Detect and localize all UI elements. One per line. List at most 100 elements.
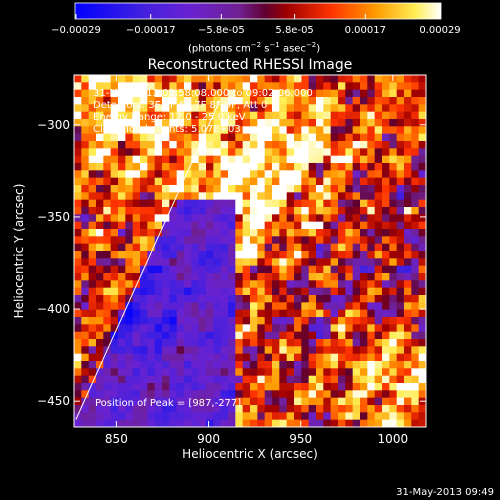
heatmap-cell xyxy=(110,185,119,193)
heatmap-cell xyxy=(294,390,302,399)
heatmap-cell xyxy=(257,141,266,149)
heatmap-cell xyxy=(286,148,295,157)
heatmap-cell xyxy=(338,390,346,399)
heatmap-cell xyxy=(110,324,119,333)
heatmap-cell xyxy=(132,375,141,384)
heatmap-cell xyxy=(352,287,361,296)
heatmap-cell xyxy=(396,214,405,223)
heatmap-cell xyxy=(264,361,273,369)
heatmap-cell xyxy=(250,192,258,201)
heatmap-cell xyxy=(404,339,412,347)
heatmap-cell xyxy=(191,75,200,83)
heatmap-cell xyxy=(382,214,390,223)
heatmap-cell xyxy=(360,119,368,127)
heatmap-cell xyxy=(110,89,119,98)
heatmap-cell xyxy=(81,97,90,105)
heatmap-cell xyxy=(206,221,214,230)
heatmap-cell xyxy=(140,199,148,208)
heatmap-cell xyxy=(308,236,317,245)
heatmap-cell xyxy=(330,126,339,135)
heatmap-cell xyxy=(206,265,214,274)
heatmap-cell xyxy=(382,317,390,325)
heatmap-cell xyxy=(272,126,280,135)
heatmap-cell xyxy=(301,419,310,427)
heatmap-cell xyxy=(308,405,317,413)
heatmap-cell xyxy=(352,199,361,208)
heatmap-cell xyxy=(103,265,112,274)
heatmap-cell xyxy=(308,75,317,83)
heatmap-cell xyxy=(360,375,368,384)
heatmap-cell xyxy=(154,265,163,274)
heatmap-cell xyxy=(352,148,361,157)
heatmap-cell xyxy=(316,243,324,252)
heatmap-cell xyxy=(162,133,170,142)
heatmap-cell xyxy=(330,111,339,120)
heatmap-cell xyxy=(81,258,90,267)
heatmap-cell xyxy=(191,185,200,193)
heatmap-cell xyxy=(103,221,112,230)
heatmap-cell xyxy=(279,265,288,274)
heatmap-cell xyxy=(198,346,207,355)
heatmap-cell xyxy=(411,346,420,355)
heatmap-cell xyxy=(162,287,170,296)
heatmap-cell xyxy=(323,324,332,333)
heatmap-cell xyxy=(330,397,339,406)
heatmap-cell xyxy=(272,163,280,171)
heatmap-cell xyxy=(191,309,200,318)
heatmap-cell xyxy=(316,214,324,223)
heatmap-cell xyxy=(103,397,112,406)
heatmap-cell xyxy=(396,273,405,281)
heatmap-cell xyxy=(360,126,368,135)
heatmap-cell xyxy=(338,331,346,340)
heatmap-cell xyxy=(396,243,405,252)
heatmap-cell xyxy=(323,412,332,421)
heatmap-cell xyxy=(396,405,405,413)
heatmap-cell xyxy=(140,97,148,105)
heatmap-cell xyxy=(88,126,97,135)
heatmap-cell xyxy=(162,317,170,325)
heatmap-cell xyxy=(308,89,317,98)
heatmap-cell xyxy=(367,185,376,193)
heatmap-cell xyxy=(338,111,346,120)
heatmap-cell xyxy=(352,331,361,340)
heatmap-cell xyxy=(316,199,324,208)
heatmap-cell xyxy=(389,287,398,296)
heatmap-cell xyxy=(294,104,302,113)
heatmap-cell xyxy=(118,339,126,347)
heatmap-cell xyxy=(176,273,185,281)
heatmap-cell xyxy=(228,104,236,113)
heatmap-cell xyxy=(272,361,280,369)
heatmap-cell xyxy=(154,397,163,406)
heatmap-cell xyxy=(88,375,97,384)
heatmap-cell xyxy=(103,111,112,120)
heatmap-cell xyxy=(360,75,368,83)
heatmap-cell xyxy=(154,419,163,427)
heatmap-cell xyxy=(118,199,126,208)
heatmap-cell xyxy=(294,361,302,369)
heatmap-cell xyxy=(81,309,90,318)
heatmap-cell xyxy=(242,229,251,237)
heatmap-cell xyxy=(118,207,126,215)
heatmap-cell xyxy=(308,163,317,171)
heatmap-cell xyxy=(140,368,148,377)
heatmap-cell xyxy=(352,163,361,171)
heatmap-cell xyxy=(272,221,280,230)
heatmap-cell xyxy=(110,170,119,179)
heatmap-cell xyxy=(367,375,376,384)
heatmap-cell xyxy=(396,317,405,325)
heatmap-cell xyxy=(389,331,398,340)
heatmap-cell xyxy=(301,353,310,362)
heatmap-cell xyxy=(125,317,134,325)
heatmap-cell xyxy=(279,229,288,237)
heatmap-cell xyxy=(118,419,126,427)
heatmap-cell xyxy=(345,346,354,355)
heatmap-cell xyxy=(191,126,200,135)
heatmap-cell xyxy=(301,375,310,384)
heatmap-cell xyxy=(272,185,280,193)
heatmap-cell xyxy=(184,170,192,179)
heatmap-cell xyxy=(301,119,310,127)
heatmap-cell xyxy=(220,339,229,347)
heatmap-cell xyxy=(154,104,163,113)
heatmap-cell xyxy=(228,383,236,391)
heatmap-cell xyxy=(360,295,368,303)
